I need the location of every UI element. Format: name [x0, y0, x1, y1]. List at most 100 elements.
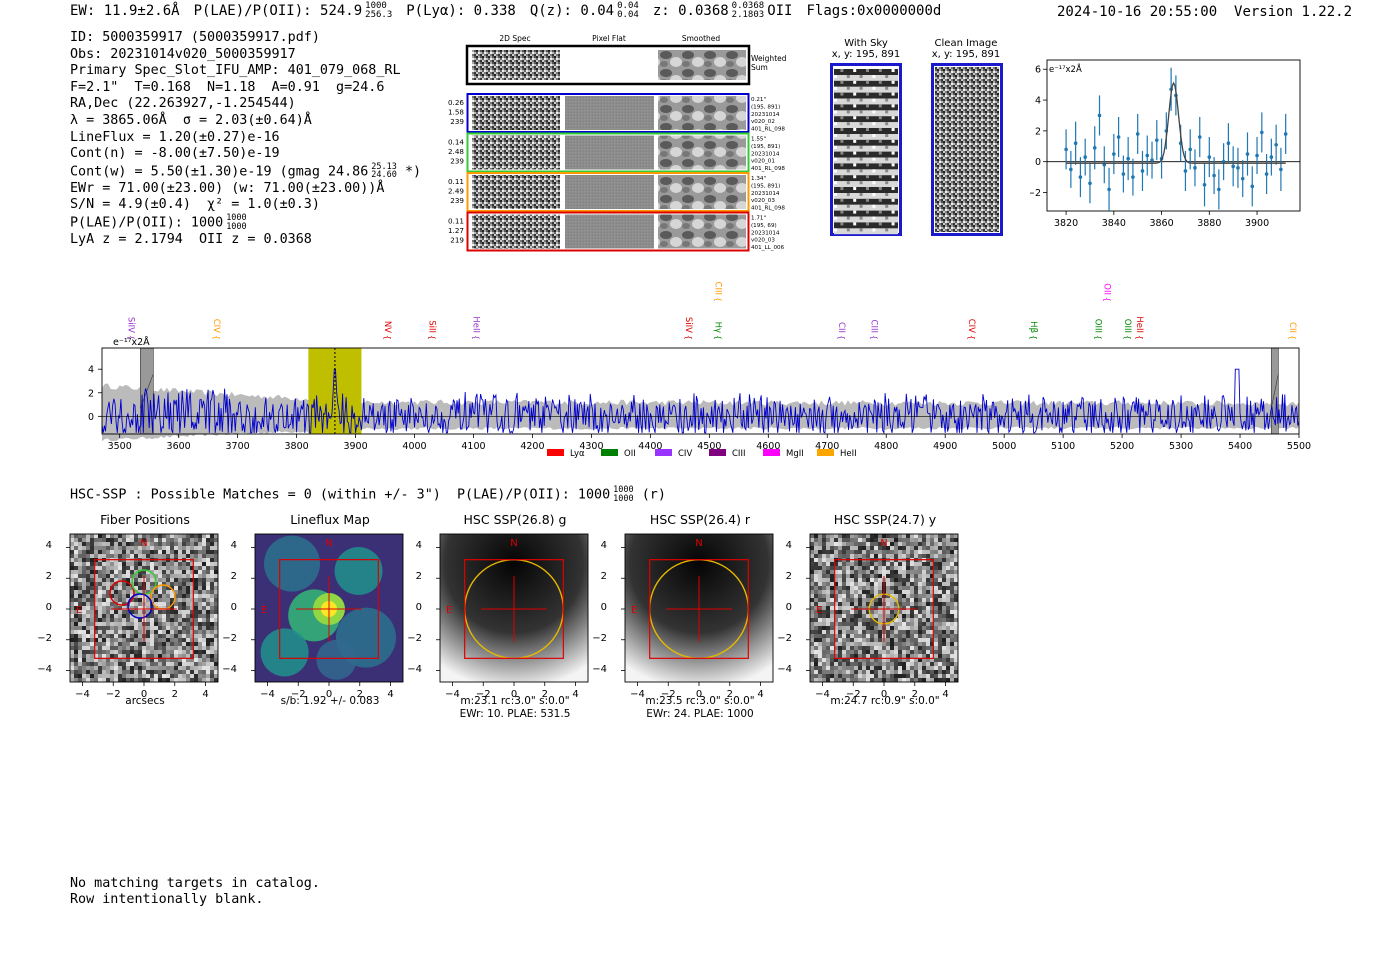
noise-pixel	[898, 626, 902, 630]
sky-speckle	[840, 128, 844, 131]
spectrum-x-tick-label: 3800	[284, 441, 308, 452]
plae-sup: 1000	[365, 1, 387, 11]
noise-pixel	[886, 594, 890, 598]
zoom-y-tick-label: 0	[1035, 157, 1041, 168]
noise-pixel	[74, 542, 78, 546]
noise-pixel	[890, 626, 894, 630]
noise-pixel	[206, 646, 210, 650]
noise-pixel	[890, 622, 894, 626]
noise-pixel	[158, 670, 162, 674]
noise-pixel	[162, 610, 166, 614]
noise-pixel	[882, 566, 886, 570]
noise-pixel	[898, 650, 902, 654]
noise-pixel	[930, 534, 934, 538]
noise-pixel	[126, 570, 130, 574]
noise-pixel	[174, 634, 178, 638]
noise-pixel	[154, 618, 158, 622]
noise-pixel	[898, 578, 902, 582]
noise-pixel	[822, 614, 826, 618]
noise-pixel	[158, 594, 162, 598]
noise-pixel	[198, 570, 202, 574]
noise-pixel	[130, 550, 134, 554]
noise-pixel	[814, 670, 818, 674]
noise-pixel	[874, 554, 878, 558]
noise-pixel	[846, 670, 850, 674]
noise-pixel	[890, 618, 894, 622]
noise-pixel	[902, 642, 906, 646]
noise-pixel	[922, 542, 926, 546]
noise-pixel	[174, 618, 178, 622]
noise-pixel	[894, 590, 898, 594]
noise-pixel	[90, 650, 94, 654]
hsc-panel: Fiber Positions N E −4 −2 0 2 4 −4 −2 0 2 4 arcsecs	[37, 512, 240, 727]
noise-pixel	[850, 622, 854, 626]
noise-pixel	[162, 574, 166, 578]
sky-speckle	[846, 75, 850, 78]
noise-pixel	[870, 610, 874, 614]
noise-pixel	[134, 570, 138, 574]
noise-pixel	[110, 674, 114, 678]
noise-pixel	[810, 546, 814, 550]
noise-pixel	[894, 574, 898, 578]
noise-pixel	[942, 562, 946, 566]
noise-pixel	[214, 622, 218, 626]
noise-pixel	[822, 546, 826, 550]
noise-pixel	[82, 614, 86, 618]
noise-pixel	[198, 662, 202, 666]
noise-pixel	[78, 634, 82, 638]
noise-pixel	[938, 642, 942, 646]
noise-pixel	[206, 538, 210, 542]
noise-pixel	[946, 566, 950, 570]
noise-pixel	[146, 586, 150, 590]
noise-pixel	[90, 670, 94, 674]
noise-pixel	[170, 594, 174, 598]
noise-pixel	[838, 614, 842, 618]
footer-line: Row intentionally blank.	[70, 891, 264, 907]
noise-pixel	[82, 578, 86, 582]
panel-y-tick-label: −4	[222, 663, 237, 675]
noise-pixel	[106, 662, 110, 666]
noise-pixel	[834, 586, 838, 590]
noise-pixel	[954, 634, 958, 638]
noise-pixel	[90, 570, 94, 574]
noise-pixel	[922, 550, 926, 554]
noise-pixel	[818, 638, 822, 642]
cutout-meta: 1.71"	[751, 216, 766, 222]
noise-pixel	[102, 546, 106, 550]
noise-pixel	[950, 650, 954, 654]
noise-pixel	[878, 618, 882, 622]
noise-pixel	[110, 610, 114, 614]
noise-pixel	[886, 658, 890, 662]
noise-pixel	[110, 642, 114, 646]
noise-pixel	[910, 554, 914, 558]
noise-pixel	[926, 630, 930, 634]
noise-pixel	[106, 538, 110, 542]
noise-pixel	[934, 618, 938, 622]
info-line: Obs: 20231014v020_5000359917	[70, 46, 296, 62]
noise-pixel	[926, 674, 930, 678]
noise-pixel	[214, 586, 218, 590]
noise-pixel	[198, 610, 202, 614]
noise-pixel	[926, 574, 930, 578]
spectrum-x-tick-label: 4500	[697, 441, 721, 452]
noise-pixel	[214, 670, 218, 674]
noise-pixel	[826, 534, 830, 538]
noise-pixel	[190, 550, 194, 554]
noise-pixel	[126, 554, 130, 558]
sky-speckle	[866, 104, 869, 108]
noise-pixel	[70, 654, 74, 658]
noise-pixel	[122, 574, 126, 578]
noise-pixel	[918, 566, 922, 570]
compass-north: N	[695, 538, 702, 549]
zoom-unit-label: e⁻¹⁷x2Å	[1049, 63, 1082, 75]
noise-pixel	[826, 634, 830, 638]
noise-pixel	[90, 618, 94, 622]
noise-pixel	[210, 638, 214, 642]
noise-pixel	[830, 654, 834, 658]
noise-pixel	[950, 662, 954, 666]
noise-pixel	[82, 662, 86, 666]
noise-pixel	[106, 598, 110, 602]
noise-pixel	[94, 554, 98, 558]
zoom-data-point	[1274, 142, 1278, 147]
noise-pixel	[862, 650, 866, 654]
